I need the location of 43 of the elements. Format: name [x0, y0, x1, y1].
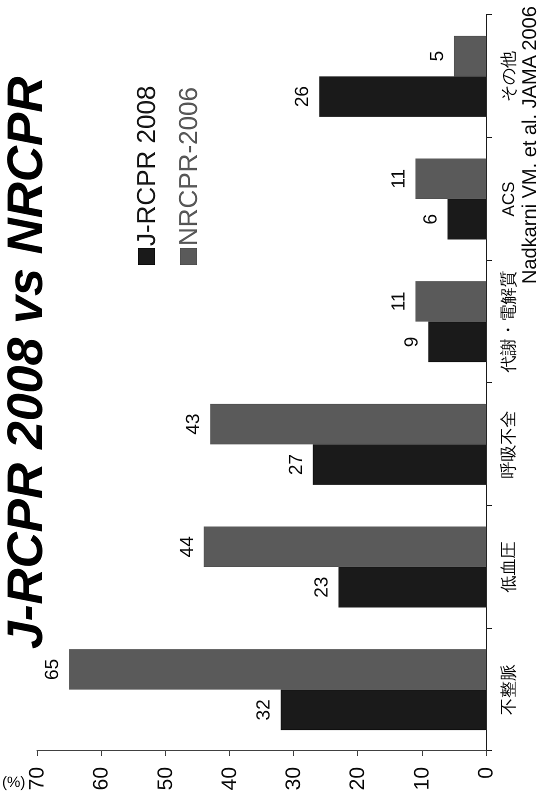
bar [319, 76, 486, 117]
text: NRCPR-2006 [173, 87, 203, 246]
data-label: 32 [254, 699, 275, 720]
bar [454, 36, 486, 76]
data-label: 9 [401, 336, 422, 348]
data-label: 11 [388, 168, 410, 189]
y-tick-label: 不整脈 [499, 664, 518, 716]
x-tick-label: 70 [26, 767, 48, 790]
y-tick-label: その他 [499, 50, 518, 102]
data-label: 43 [183, 414, 204, 435]
data-label: 11 [388, 292, 410, 312]
text: Nadkarni VM. et al. JAMA 2006 [519, 6, 541, 284]
bar [312, 444, 486, 485]
x-tick-label: 10 [410, 767, 434, 790]
y-tick-label: ACS [499, 182, 518, 216]
bar [428, 322, 486, 362]
bar [69, 649, 486, 690]
bar [415, 158, 486, 199]
data-label: 5 [426, 50, 448, 62]
text: J-RCPR 2008 vs NRCPR [0, 76, 53, 649]
bar [448, 199, 486, 240]
bar [415, 281, 486, 322]
x-tick-label: 20 [346, 767, 370, 790]
x-tick-label: 60 [90, 767, 113, 790]
bar [210, 404, 486, 444]
data-label: 26 [292, 86, 314, 108]
bar [338, 567, 486, 608]
x-tick-label: 30 [282, 767, 306, 790]
x-tick-label: 40 [218, 767, 241, 790]
x-axis-title: (%) [2, 774, 26, 792]
data-label: 23 [311, 576, 332, 598]
x-tick-label: 0 [474, 767, 498, 779]
data-label: 27 [286, 454, 307, 476]
data-label: 6 [420, 214, 442, 225]
bar [280, 690, 486, 730]
y-tick-label: 呼吸不全 [499, 410, 518, 478]
data-label: 44 [176, 536, 198, 558]
bar [204, 526, 486, 567]
y-tick-label: 低血圧 [499, 542, 518, 592]
data-label: 65 [42, 658, 64, 680]
y-tick-label: 代謝・電解質 [499, 270, 518, 374]
x-tick-label: 50 [154, 767, 177, 790]
text: J-RCPR 2008 [131, 86, 161, 246]
